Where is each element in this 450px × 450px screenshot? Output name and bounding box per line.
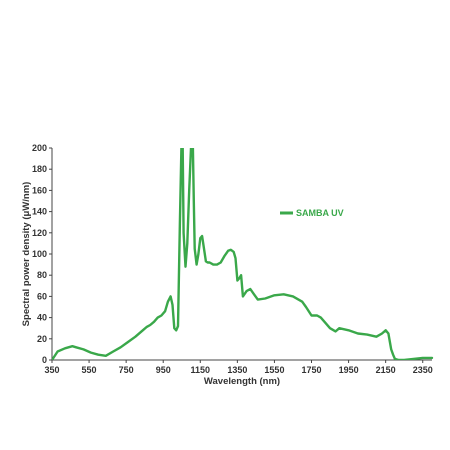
legend-label: SAMBA UV: [296, 208, 344, 218]
y-tick-label: 80: [37, 270, 47, 280]
x-tick-label: 2350: [413, 365, 433, 375]
y-tick-label: 100: [32, 249, 47, 259]
x-axis-title: Wavelength (nm): [204, 376, 280, 387]
x-tick-label: 950: [156, 365, 171, 375]
y-tick-label: 20: [37, 334, 47, 344]
x-tick-label: 1550: [264, 365, 284, 375]
y-tick-label: 60: [37, 291, 47, 301]
x-tick-label: 1350: [227, 365, 247, 375]
x-axis-ticks: 350 550 750 950 1150 1350 1550 1750 1950 2150 2350: [44, 360, 433, 375]
series-group: [52, 148, 434, 360]
x-tick-label: 750: [119, 365, 134, 375]
y-axis-title: Spectral power density (μW/nm): [21, 182, 32, 327]
y-tick-label: 0: [42, 355, 47, 365]
y-tick-label: 180: [32, 164, 47, 174]
y-axis-ticks: 0 20 40 60 80 100 120 140 160 180 200: [32, 143, 52, 365]
y-tick-label: 40: [37, 313, 47, 323]
x-tick-label: 350: [44, 365, 59, 375]
x-tick-label: 550: [82, 365, 97, 375]
y-tick-label: 160: [32, 185, 47, 195]
x-tick-label: 1150: [191, 365, 211, 375]
x-tick-label: 1950: [339, 365, 359, 375]
y-tick-label: 120: [32, 228, 47, 238]
x-tick-label: 1750: [301, 365, 321, 375]
y-tick-label: 200: [32, 143, 47, 153]
y-tick-label: 140: [32, 207, 47, 217]
series-line: [52, 148, 434, 360]
x-tick-label: 2150: [376, 365, 396, 375]
legend: SAMBA UV: [280, 208, 344, 218]
